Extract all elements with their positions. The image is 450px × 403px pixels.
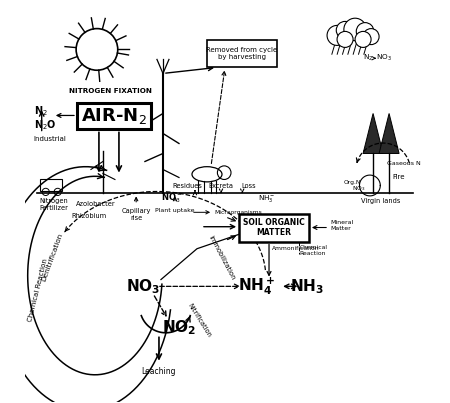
Text: Industrial: Industrial (34, 137, 67, 143)
Circle shape (327, 25, 347, 46)
Text: Removed from cycle
by harvesting: Removed from cycle by harvesting (207, 47, 278, 60)
Text: Chemical
Reaction: Chemical Reaction (299, 245, 328, 256)
Text: N$_2$: N$_2$ (363, 53, 374, 63)
Text: $\mathbf{NO_2}$: $\mathbf{NO_2}$ (162, 318, 196, 337)
FancyBboxPatch shape (207, 40, 277, 67)
Text: Loss: Loss (241, 183, 256, 189)
FancyBboxPatch shape (77, 104, 151, 129)
Text: Virgin lands: Virgin lands (361, 198, 401, 204)
Text: N$_2$O: N$_2$O (34, 118, 56, 132)
Text: Gaseous N: Gaseous N (387, 161, 421, 166)
Text: SOIL ORGANIC
MATTER: SOIL ORGANIC MATTER (243, 218, 305, 237)
Text: Excreta: Excreta (208, 183, 234, 189)
Text: NO$_3^-$: NO$_3^-$ (162, 192, 183, 206)
Circle shape (356, 23, 374, 40)
Text: $\mathbf{NH_3}$: $\mathbf{NH_3}$ (290, 277, 324, 296)
Text: Azolobacter: Azolobacter (76, 201, 116, 206)
Polygon shape (363, 114, 383, 154)
Circle shape (355, 31, 371, 48)
Text: N$_2$: N$_2$ (34, 104, 48, 118)
Text: Leaching: Leaching (142, 367, 176, 376)
Text: NH$_3^-$: NH$_3^-$ (258, 193, 276, 204)
Text: Org.N: Org.N (344, 180, 361, 185)
Bar (40, 179, 62, 191)
Text: Rhizobium: Rhizobium (72, 212, 107, 218)
Text: Plant uptake: Plant uptake (155, 208, 195, 213)
Text: $\mathbf{NH_4^+}$: $\mathbf{NH_4^+}$ (238, 275, 276, 297)
Text: Denitrification: Denitrification (40, 233, 63, 283)
Text: Ammonification: Ammonification (272, 246, 320, 251)
Polygon shape (379, 114, 399, 154)
Text: Residues: Residues (172, 183, 202, 189)
Text: Microorganisms: Microorganisms (214, 210, 262, 215)
Circle shape (363, 29, 379, 45)
Text: NITROGEN FIXATION: NITROGEN FIXATION (69, 88, 153, 94)
Text: Immobilization: Immobilization (207, 235, 236, 282)
FancyBboxPatch shape (239, 214, 309, 241)
Text: Mineral
Matter: Mineral Matter (331, 220, 354, 231)
Circle shape (337, 31, 353, 48)
Text: Chemical Reaction: Chemical Reaction (27, 258, 49, 322)
Text: Fire: Fire (393, 174, 405, 181)
Text: NO$_3$: NO$_3$ (376, 53, 392, 63)
Text: Nitrification: Nitrification (186, 303, 212, 339)
Text: Capillary
rise: Capillary rise (122, 208, 151, 221)
Text: Nitrogen
Fertilizer: Nitrogen Fertilizer (39, 198, 68, 211)
Circle shape (336, 21, 354, 39)
Text: $\mathbf{NO_3}$: $\mathbf{NO_3}$ (126, 277, 161, 296)
Text: NO$_3$: NO$_3$ (351, 184, 365, 193)
Circle shape (344, 18, 366, 41)
Text: AIR-N$_2$: AIR-N$_2$ (81, 106, 147, 127)
